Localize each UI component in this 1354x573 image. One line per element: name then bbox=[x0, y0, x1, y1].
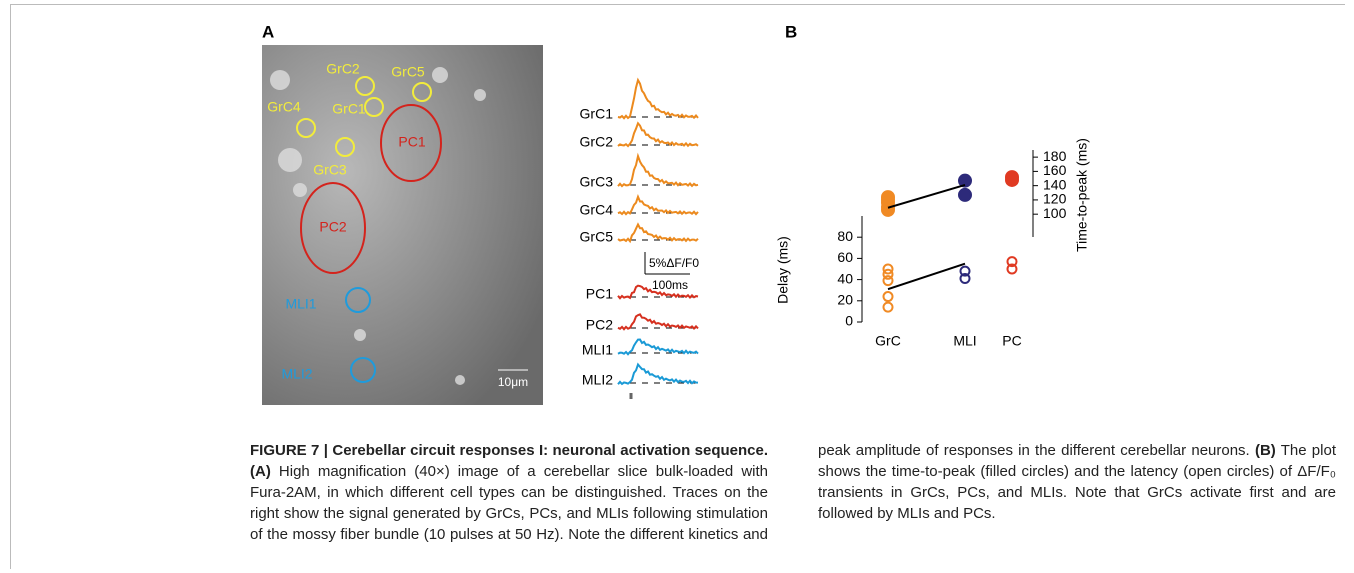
trace-label: GrC2 bbox=[580, 134, 614, 150]
caption: FIGURE 7 | Cerebellar circuit responses … bbox=[250, 440, 1336, 545]
trend-line bbox=[888, 264, 965, 289]
trace bbox=[618, 314, 698, 329]
y2-axis-label: Time-to-peak (ms) bbox=[1074, 138, 1090, 252]
filled-point bbox=[1006, 174, 1018, 186]
trace-label: GrC1 bbox=[580, 106, 614, 122]
figure: A GrC2 GrC5 GrC1 GrC4 GrC3 PC1 PC2 MLI1 MLI2 10μ… bbox=[0, 0, 1354, 430]
trace-label: GrC5 bbox=[580, 229, 614, 245]
trace bbox=[618, 197, 698, 214]
y-axis-label: Delay (ms) bbox=[775, 236, 791, 304]
x-tick-label: PC bbox=[1002, 333, 1021, 349]
roi-label: MLI2 bbox=[281, 366, 312, 382]
y2-tick-label: 160 bbox=[1043, 162, 1067, 178]
amp-label: 5%ΔF/F0 bbox=[649, 256, 699, 270]
y2-tick-label: 100 bbox=[1043, 205, 1067, 221]
trace bbox=[618, 123, 698, 146]
trace bbox=[618, 80, 698, 118]
open-point bbox=[884, 303, 893, 312]
y2-tick-label: 120 bbox=[1043, 191, 1067, 207]
caption-label: (B) bbox=[1255, 442, 1276, 459]
filled-point bbox=[959, 175, 971, 187]
y-tick-label: 60 bbox=[837, 249, 853, 265]
roi-label: PC2 bbox=[319, 219, 346, 235]
panel-letter: B bbox=[785, 22, 797, 41]
trace-label: GrC3 bbox=[580, 174, 614, 190]
panel-letter: A bbox=[262, 22, 274, 41]
page: A GrC2 GrC5 GrC1 GrC4 GrC3 PC1 PC2 MLI1 MLI2 10μ… bbox=[0, 0, 1354, 573]
trace bbox=[618, 365, 698, 385]
y-tick-label: 20 bbox=[837, 292, 853, 308]
trace-group: GrC1 GrC2 GrC3 GrC4 GrC5 PC1 PC2 MLI1 MLI2 bbox=[580, 80, 698, 388]
trace bbox=[618, 156, 698, 186]
roi-label: GrC1 bbox=[332, 101, 366, 117]
open-point bbox=[884, 292, 893, 301]
x-tick-label: MLI bbox=[953, 333, 976, 349]
trace-label: MLI2 bbox=[582, 372, 613, 388]
y-tick-label: 40 bbox=[837, 270, 853, 286]
y-tick-label: 80 bbox=[837, 228, 853, 244]
trend-line bbox=[888, 185, 965, 208]
time-label: 100ms bbox=[652, 278, 688, 292]
caption-label: (A) bbox=[250, 463, 271, 480]
roi-label: PC1 bbox=[398, 134, 425, 150]
roi-label: GrC3 bbox=[313, 162, 347, 178]
roi-label: GrC2 bbox=[326, 61, 360, 77]
open-point bbox=[884, 276, 893, 285]
trace bbox=[618, 340, 698, 355]
y2-tick-label: 140 bbox=[1043, 176, 1067, 192]
y2-tick-label: 180 bbox=[1043, 148, 1067, 164]
trace bbox=[618, 225, 698, 242]
trace-label: MLI1 bbox=[582, 342, 613, 358]
roi-label: GrC5 bbox=[391, 64, 425, 80]
scale-label: 10μm bbox=[498, 375, 528, 389]
roi-label: GrC4 bbox=[267, 99, 301, 115]
trace-label: PC2 bbox=[586, 317, 613, 333]
caption-title: FIGURE 7 | Cerebellar circuit responses … bbox=[250, 442, 768, 459]
roi-label: MLI1 bbox=[285, 296, 316, 312]
micrograph bbox=[262, 45, 543, 405]
x-tick-label: GrC bbox=[875, 333, 901, 349]
trace-label: PC1 bbox=[586, 286, 613, 302]
filled-point bbox=[959, 189, 971, 201]
y-tick-label: 0 bbox=[845, 313, 853, 329]
trace-label: GrC4 bbox=[580, 202, 614, 218]
